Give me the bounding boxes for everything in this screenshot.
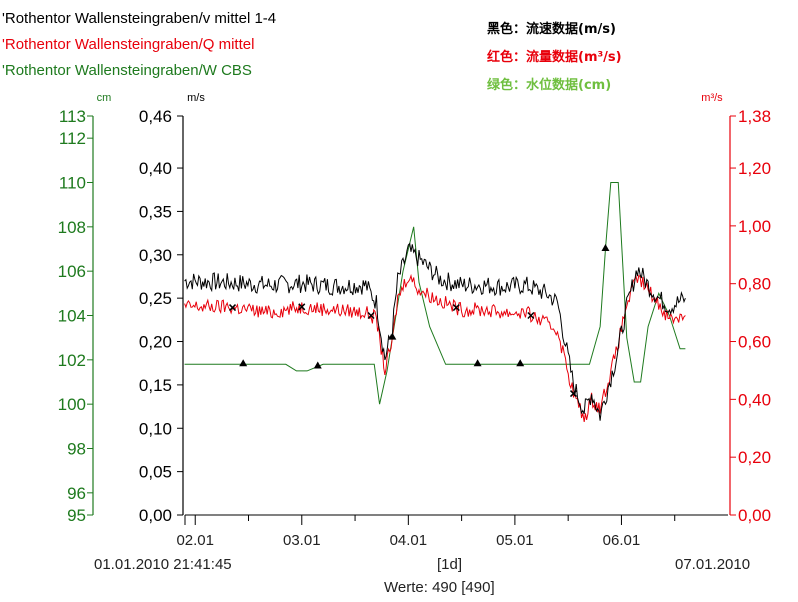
legend-label: Rothentor Wallensteingraben/Q mittel — [4, 36, 255, 53]
series-line-2 — [184, 182, 686, 405]
y-tick-label: 1,38 — [738, 107, 771, 126]
legend-item-waterlevel: 'Rothentor Wallensteingraben/W CBS — [2, 62, 252, 79]
y-tick-label: 0,40 — [738, 390, 771, 409]
y-tick-label: 0,20 — [139, 333, 172, 352]
y-tick-label: 0,20 — [738, 448, 771, 467]
x-tick-label: 06.01 — [603, 532, 641, 549]
series-line-1 — [184, 273, 686, 422]
marker-x — [367, 311, 375, 320]
series-line-0 — [184, 242, 686, 421]
y-tick-label: 1,20 — [738, 159, 771, 178]
marker-triangle — [601, 244, 610, 251]
y-tick-label: 0,00 — [139, 506, 172, 525]
y-tick-label: 110 — [59, 174, 86, 193]
y-axis-unit-left_outer: cm — [97, 92, 112, 104]
x-tick-label: 05.01 — [496, 532, 534, 549]
y-tick-label: 96 — [67, 484, 86, 503]
note-velocity: 黑色：流速数据(m/s) — [487, 22, 616, 37]
note-discharge: 红色：流量数据(m³/s) — [487, 50, 622, 65]
footer-end: 07.01.2010 — [675, 556, 751, 573]
y-tick-label: 100 — [58, 395, 86, 414]
y-axis-unit-right: m³/s — [701, 92, 723, 104]
footer-count: Werte: 490 [490] — [384, 579, 495, 596]
y-tick-label: 0,46 — [139, 107, 172, 126]
y-tick-label: 104 — [58, 307, 86, 326]
y-tick-label: 0,00 — [738, 506, 771, 525]
y-tick-label: 0,05 — [139, 463, 172, 482]
marker-triangle — [388, 332, 397, 340]
y-tick-label: 113 — [59, 107, 86, 126]
legend-label: Rothentor Wallensteingraben/W CBS — [4, 62, 252, 79]
y-tick-label: 0,30 — [139, 246, 172, 265]
legend-label: Rothentor Wallensteingraben/v mittel 1-4 — [4, 10, 277, 27]
y-tick-label: 95 — [67, 506, 86, 525]
marker-triangle — [239, 359, 248, 367]
legend-marker: ' — [2, 10, 5, 27]
y-tick-label: 1,00 — [738, 217, 771, 236]
y-tick-label: 106 — [58, 262, 86, 281]
y-tick-label: 0,80 — [738, 275, 771, 294]
marker-x — [527, 311, 535, 320]
y-axis-unit-left_inner: m/s — [187, 92, 205, 104]
y-tick-label: 0,40 — [139, 159, 172, 178]
legend-marker: ' — [2, 36, 5, 53]
y-tick-label: 0,60 — [738, 333, 771, 352]
x-tick-label: 04.01 — [390, 532, 428, 549]
marker-triangle — [473, 359, 482, 367]
marker-x — [228, 304, 237, 312]
legend-item-velocity: 'Rothentor Wallensteingraben/v mittel 1-… — [2, 10, 276, 27]
footer-start: 01.01.2010 21:41:45 — [94, 556, 232, 573]
x-tick-label: 02.01 — [176, 532, 214, 549]
footer-interval: [1d] — [437, 556, 463, 573]
y-tick-label: 0,25 — [139, 289, 172, 308]
y-tick-label: 0,10 — [139, 419, 172, 438]
legend-marker: ' — [2, 62, 5, 79]
note-waterlevel: 绿色：水位数据(cm) — [487, 78, 612, 93]
y-tick-label: 112 — [59, 129, 86, 148]
marker-x — [298, 303, 306, 311]
marker-x — [452, 304, 460, 312]
legend-item-discharge: 'Rothentor Wallensteingraben/Q mittel — [2, 36, 254, 53]
marker-x — [569, 390, 578, 398]
marker-triangle — [516, 359, 525, 367]
y-tick-label: 0,35 — [139, 202, 172, 221]
y-tick-label: 108 — [58, 218, 86, 237]
x-tick-label: 03.01 — [283, 532, 321, 549]
y-tick-label: 0,15 — [139, 376, 172, 395]
y-tick-label: 98 — [67, 440, 86, 459]
y-tick-label: 102 — [58, 351, 86, 370]
marker-triangle — [313, 361, 322, 369]
